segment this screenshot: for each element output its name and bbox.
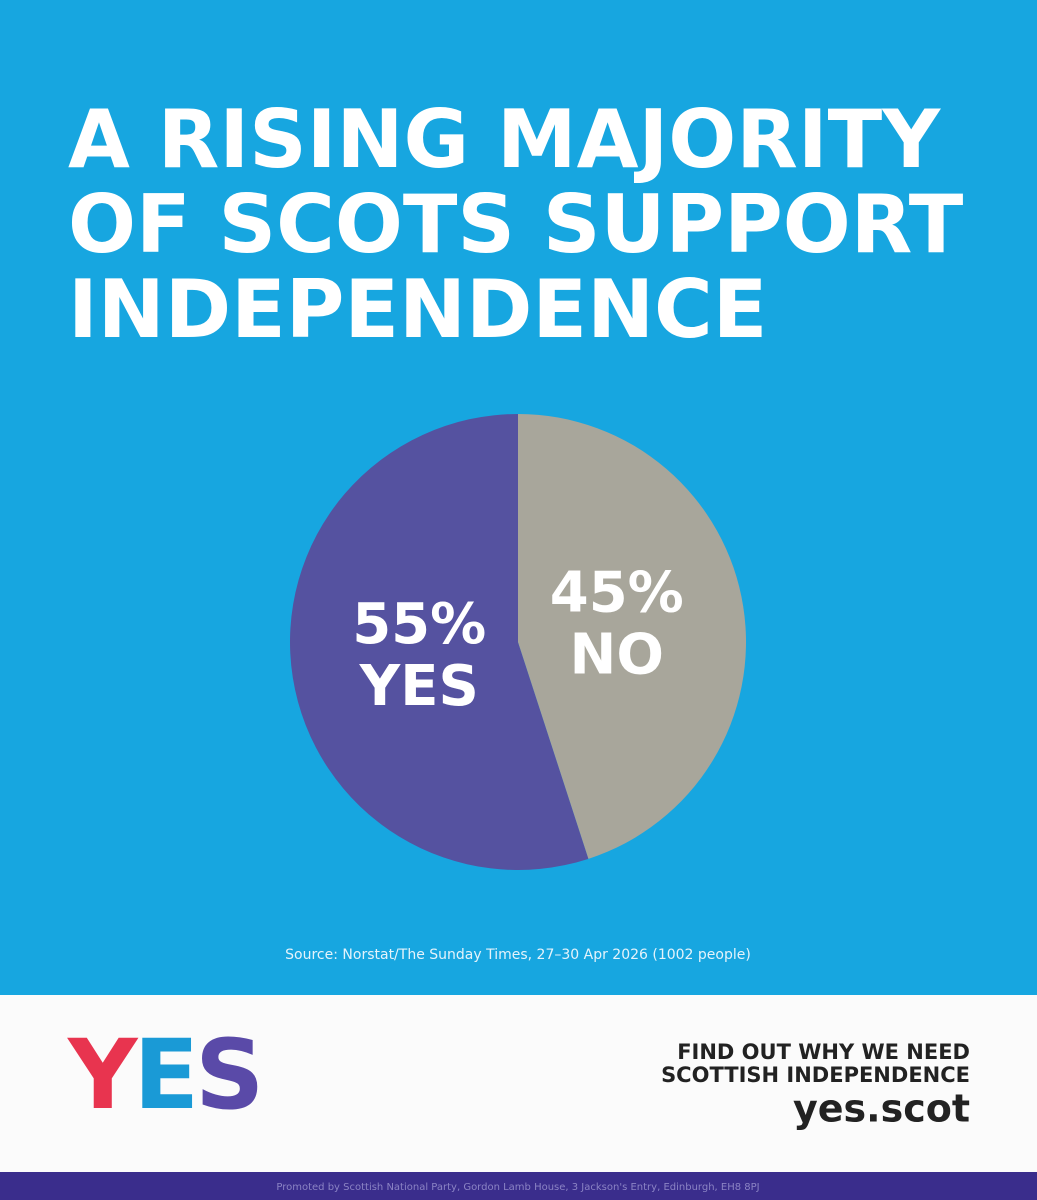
cta-line: FIND OUT WHY WE NEED	[677, 1040, 970, 1064]
pie-slice	[518, 414, 746, 859]
category-label: YES	[359, 654, 479, 719]
cta-line: SCOTTISH INDEPENDENCE	[661, 1063, 970, 1087]
category-label: NO	[570, 622, 664, 687]
url: yes.scot	[793, 1087, 970, 1131]
logo: YES	[67, 1019, 260, 1131]
value-label: 45%	[550, 560, 684, 625]
title-line: INDEPENDENCE	[68, 263, 767, 356]
imprint-bar	[0, 1172, 1037, 1200]
imprint: Promoted by Scottish National Party, Gor…	[276, 1182, 759, 1193]
source: Source: Norstat/The Sunday Times, 27–30 …	[285, 947, 751, 963]
pie: 55%YES 45%NO	[290, 414, 746, 871]
title-line: A RISING MAJORITY	[68, 93, 941, 186]
title-line: OF SCOTS SUPPORT	[68, 178, 964, 271]
footer-background	[0, 995, 1037, 1172]
value-label: 55%	[352, 592, 486, 657]
pie-slice	[290, 414, 589, 871]
